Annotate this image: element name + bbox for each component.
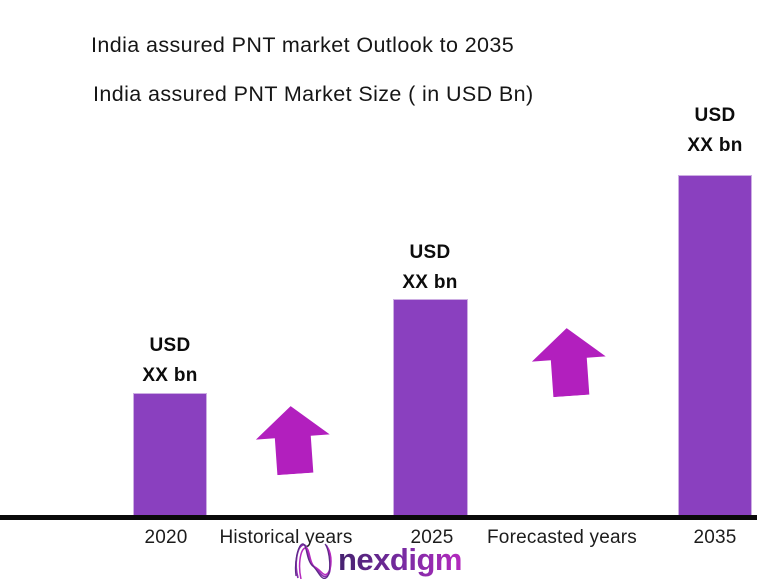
value-label-2020: USD XX bn bbox=[100, 331, 240, 391]
x-axis-label-2035: 2035 bbox=[693, 527, 737, 548]
nexdigm-logo-wordmark: nexdigm bbox=[338, 542, 462, 577]
nexdigm-logo: nexdigm bbox=[292, 540, 462, 579]
x-axis-label-2020: 2020 bbox=[144, 527, 188, 548]
x-axis-label-2025: 2025 bbox=[410, 527, 454, 548]
nexdigm-logo-icon bbox=[294, 543, 332, 579]
value-label-2020-line1: USD bbox=[149, 335, 191, 356]
value-label-2025: USD XX bn bbox=[360, 238, 500, 298]
annotation-historical-years: Historical years bbox=[219, 527, 353, 548]
up-arrow-icon bbox=[531, 328, 606, 398]
value-label-2025-line1: USD bbox=[409, 242, 451, 263]
chart-title: India assured PNT market Outlook to 2035 bbox=[91, 33, 515, 57]
x-axis-line bbox=[0, 515, 757, 520]
annotation-forecasted-years: Forecasted years bbox=[487, 527, 637, 548]
bar-2035 bbox=[678, 175, 752, 517]
chart-subtitle: India assured PNT Market Size ( in USD B… bbox=[93, 82, 534, 106]
value-label-2020-line2: XX bn bbox=[142, 365, 198, 386]
value-label-2035-line2: XX bn bbox=[687, 135, 743, 156]
value-label-2035: USD XX bn bbox=[645, 101, 773, 161]
value-label-2035-line1: USD bbox=[694, 105, 736, 126]
bar-2025 bbox=[393, 299, 468, 517]
bar-2020 bbox=[133, 393, 207, 517]
up-arrow-icon bbox=[255, 406, 330, 476]
value-label-2025-line2: XX bn bbox=[402, 272, 458, 293]
